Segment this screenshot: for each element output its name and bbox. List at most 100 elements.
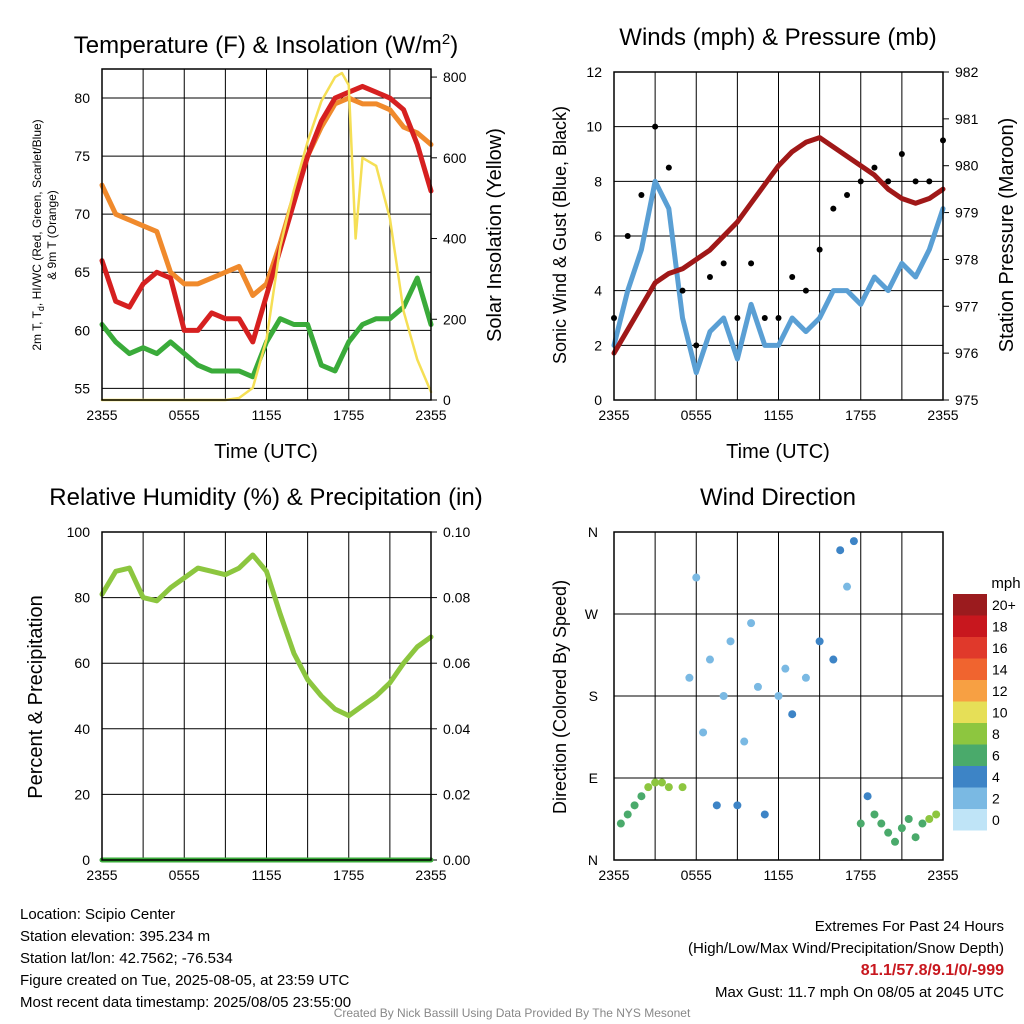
elevation-text: Station elevation: 395.234 m: [20, 928, 211, 945]
sonic-wind-line: [611, 178, 946, 376]
rh-line: [99, 552, 434, 719]
y2-tick-label: 0: [443, 392, 451, 408]
direction-point: [623, 810, 632, 819]
temp-xlabel: Time (UTC): [214, 441, 318, 463]
x-tick-label: 1755: [333, 867, 364, 883]
direction-point: [870, 810, 879, 819]
direction-point: [644, 783, 653, 792]
gust-point: [898, 151, 905, 157]
y2-tick-label: 0.06: [443, 655, 470, 671]
gust-point: [748, 260, 755, 267]
wind-ylabel: Sonic Wind & Gust (Blue, Black): [550, 106, 570, 364]
gust-point: [857, 178, 864, 185]
direction-point: [712, 801, 721, 810]
x-tick-label: 2355: [86, 867, 117, 883]
series-0-line: [99, 95, 434, 298]
legend-label: 16: [992, 640, 1008, 656]
direction-point: [843, 582, 852, 591]
y2-tick-label: 0.04: [443, 721, 470, 737]
extremes-info: Extremes For Past 24 Hours (High/Low/Max…: [688, 916, 1004, 1004]
y-tick-label: 4: [594, 283, 602, 299]
gust-point: [665, 164, 672, 171]
gust-point: [789, 274, 796, 280]
direction-point: [616, 819, 625, 828]
direction-point: [836, 546, 845, 555]
direction-point: [849, 537, 858, 546]
legend-swatch: [953, 637, 987, 659]
rh-ylabel: Percent & Precipitation: [25, 595, 47, 798]
x-tick-label: 1755: [845, 867, 876, 883]
extremes-sub: (High/Low/Max Wind/Precipitation/Snow De…: [688, 940, 1004, 957]
direction-point: [877, 819, 886, 828]
legend-swatch: [953, 615, 987, 637]
x-tick-label: 1755: [845, 407, 876, 423]
legend-swatch: [953, 680, 987, 702]
gust-point: [830, 205, 837, 212]
x-tick-label: 2355: [415, 407, 446, 423]
y-tick-label: W: [585, 606, 599, 622]
legend-label: 6: [992, 748, 1000, 764]
direction-point: [904, 815, 913, 823]
y2-tick-label: 800: [443, 69, 467, 85]
extremes-title: Extremes For Past 24 Hours: [814, 918, 1004, 935]
direction-point: [699, 728, 708, 737]
direction-point: [740, 737, 749, 746]
gust-point: [693, 342, 700, 349]
y-tick-label: 75: [74, 148, 90, 164]
y-tick-label: E: [589, 770, 598, 786]
y2-tick-label: 0.08: [443, 590, 470, 606]
direction-point: [932, 810, 941, 819]
x-tick-label: 0555: [169, 867, 200, 883]
legend-label: 8: [992, 726, 1000, 742]
y2-tick-label: 977: [955, 298, 979, 314]
gust-point: [871, 164, 878, 171]
gust-point: [720, 260, 727, 267]
gust-point: [844, 192, 851, 198]
y-tick-label: 10: [586, 119, 602, 135]
y-tick-label: N: [588, 852, 598, 868]
pressure-line: [611, 135, 946, 356]
x-tick-label: 2355: [415, 867, 446, 883]
y-tick-label: 2: [594, 337, 602, 353]
temp-ylabel-1: 2m T, Td, HI/WC (Red, Green, Scarlet/Blu…: [30, 119, 46, 350]
recent-text: Most recent data timestamp: 2025/08/05 2…: [20, 994, 352, 1011]
direction-point: [630, 801, 639, 810]
y2-tick-label: 0.00: [443, 852, 470, 868]
y2-tick-label: 0.10: [443, 524, 470, 540]
y-tick-label: 6: [594, 228, 602, 244]
direction-point: [884, 828, 893, 837]
x-tick-label: 1155: [763, 407, 793, 423]
temp-y2label: Solar Insolation (Yellow): [484, 128, 506, 342]
x-tick-label: 0555: [681, 867, 712, 883]
location-text: Location: Scipio Center: [20, 906, 176, 923]
y2-tick-label: 0.02: [443, 786, 470, 802]
gust-point: [734, 315, 741, 321]
gust-point: [926, 178, 933, 185]
legend-swatch: [953, 766, 987, 788]
direction-point: [925, 815, 934, 823]
gust-point: [624, 233, 631, 239]
y-tick-label: 80: [74, 590, 90, 606]
plot-frame: [101, 68, 432, 401]
dir-ylabel: Direction (Colored By Speed): [550, 580, 570, 814]
y2-tick-label: 982: [955, 64, 979, 80]
y-tick-label: 0: [594, 392, 602, 408]
legend-label: 4: [992, 769, 1000, 785]
direction-point: [897, 824, 906, 833]
y2-tick-label: 979: [955, 205, 979, 221]
x-tick-label: 2355: [86, 407, 117, 423]
y-tick-label: 0: [82, 852, 90, 868]
max-gust-text: Max Gust: 11.7 mph On 08/05 at 2045 UTC: [714, 984, 1004, 1001]
direction-point: [651, 778, 660, 787]
x-tick-label: 1155: [763, 867, 793, 883]
created-text: Figure created on Tue, 2025-08-05, at 23…: [20, 972, 350, 989]
wind-plot: 2355 0555 1155 1755 235502468101297597697797…: [586, 64, 978, 423]
legend-label: 12: [992, 683, 1008, 699]
wind-xlabel: Time (UTC): [726, 441, 830, 463]
y2-tick-label: 600: [443, 150, 467, 166]
direction-point: [664, 783, 673, 792]
y-tick-label: 65: [74, 264, 90, 280]
y-tick-label: N: [588, 524, 598, 540]
direction-point: [911, 833, 920, 842]
direction-point: [863, 792, 872, 801]
